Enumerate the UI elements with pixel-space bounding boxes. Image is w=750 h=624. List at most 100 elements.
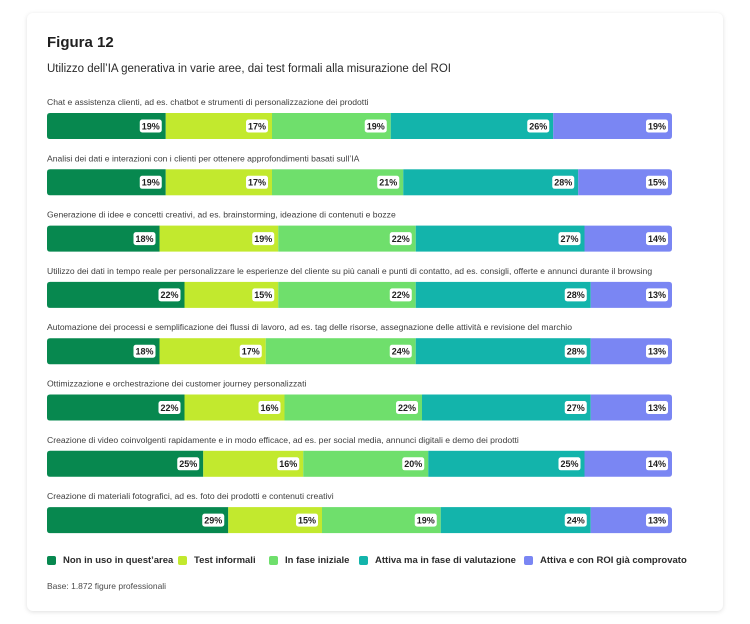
value-badge [646, 344, 668, 358]
bar-segment [415, 281, 591, 308]
value-badge [133, 344, 156, 358]
value-badge [646, 175, 668, 189]
legend-item-informal-tests: Test informali [178, 553, 256, 567]
value-label: 25% [179, 459, 197, 469]
value-label: 27% [567, 403, 585, 413]
value-label: 28% [567, 347, 585, 357]
bar-row: Generazione di idee e concetti creativi,… [47, 210, 672, 252]
value-badge [139, 119, 162, 133]
value-label: 18% [135, 347, 153, 357]
value-label: 16% [279, 459, 297, 469]
bar-segment [428, 450, 585, 477]
category-label: Creazione di video coinvolgenti rapidame… [47, 435, 519, 445]
value-label: 15% [254, 290, 272, 300]
value-badge [646, 119, 668, 133]
value-badge [364, 119, 387, 133]
value-label: 14% [648, 459, 666, 469]
value-label: 19% [417, 515, 435, 525]
value-badge [258, 401, 281, 414]
value-label: 25% [560, 459, 578, 469]
value-badge [133, 232, 156, 246]
value-badge [646, 232, 668, 246]
value-label: 26% [529, 121, 547, 131]
value-badge [202, 513, 225, 527]
value-label: 29% [204, 515, 222, 525]
bar-row: Automazione dei processi e semplificazio… [47, 322, 672, 365]
bar-segment [403, 169, 579, 196]
value-badge [527, 119, 550, 133]
bar-segment [553, 113, 672, 139]
value-badge [177, 457, 200, 471]
value-badge [558, 457, 581, 471]
value-badge [277, 457, 300, 471]
value-badge [396, 401, 418, 414]
legend-label: Attiva e con ROI già comprovato [540, 554, 687, 566]
value-badge [239, 344, 262, 358]
value-badge [414, 513, 437, 527]
bar-segment [415, 225, 585, 252]
legend-item-initial-phase: In fase iniziale [269, 553, 349, 567]
legend-swatch [47, 555, 56, 565]
value-badge [246, 119, 268, 133]
category-label: Ottimizzazione e orchestrazione dei cust… [47, 379, 306, 389]
value-label: 17% [242, 347, 260, 357]
value-label: 18% [135, 234, 153, 244]
category-label: Utilizzo dei dati in tempo reale per per… [47, 266, 652, 276]
value-label: 15% [298, 515, 316, 525]
value-label: 28% [567, 290, 585, 300]
value-badge [646, 288, 668, 302]
value-label: 20% [404, 459, 422, 469]
value-label: 17% [248, 121, 266, 131]
bar-segment [47, 450, 204, 477]
category-label: Creazione di materiali fotografici, ad e… [47, 491, 334, 501]
value-label: 15% [648, 178, 666, 188]
legend-label: Attiva ma in fase di valutazione [375, 554, 516, 566]
value-badge [564, 513, 587, 527]
value-label: 21% [379, 178, 397, 188]
value-badge [246, 175, 268, 189]
legend-swatch [269, 555, 278, 565]
figure-label: Figura 12 [47, 34, 114, 51]
value-label: 22% [392, 234, 410, 244]
bar-segment [47, 225, 160, 252]
value-badge [377, 175, 400, 189]
bar-row: Utilizzo dei dati in tempo reale per per… [47, 266, 672, 308]
value-label: 19% [142, 178, 160, 188]
value-badge [158, 401, 181, 414]
value-badge [646, 401, 668, 414]
value-badge [558, 232, 581, 246]
value-label: 24% [392, 347, 410, 357]
value-label: 13% [648, 515, 666, 525]
bar-row: Ottimizzazione e orchestrazione dei cust… [47, 379, 672, 421]
value-label: 13% [648, 403, 666, 413]
bar-segment [47, 169, 166, 196]
chart-title: Utilizzo dell’IA generativa in varie are… [47, 63, 451, 75]
value-label: 22% [392, 290, 410, 300]
legend-swatch [524, 555, 533, 565]
value-label: 13% [648, 290, 666, 300]
bar-segment [47, 394, 185, 421]
bar-segment [47, 281, 185, 308]
value-badge [389, 232, 412, 246]
value-label: 19% [254, 234, 272, 244]
bar-segment [47, 338, 160, 365]
value-badge [564, 344, 587, 358]
value-badge [252, 288, 275, 302]
legend-label: Non in uso in quest’area [63, 554, 174, 566]
bar-segment [47, 113, 166, 139]
category-label: Automazione dei processi e semplificazio… [47, 322, 572, 332]
category-label: Analisi dei dati e interazioni con i cli… [47, 153, 360, 163]
bar-segment [47, 507, 229, 534]
value-label: 22% [160, 290, 178, 300]
value-badge [564, 288, 587, 302]
value-label: 19% [367, 121, 385, 131]
bar-row: Chat e assistenza clienti, ad es. chatbo… [47, 97, 672, 139]
chart-legend: Non in uso in quest’area Test informali … [47, 553, 687, 567]
value-label: 28% [554, 178, 572, 188]
stacked-bar-chart: Chat e assistenza clienti, ad es. chatbo… [47, 97, 672, 534]
value-label: 27% [560, 234, 578, 244]
category-label: Chat e assistenza clienti, ad es. chatbo… [47, 97, 369, 107]
value-badge [552, 175, 575, 189]
value-badge [389, 288, 412, 302]
value-label: 22% [160, 403, 178, 413]
